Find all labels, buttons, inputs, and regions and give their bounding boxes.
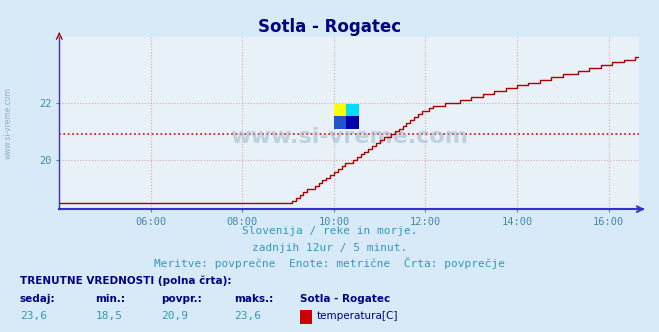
Text: TRENUTNE VREDNOSTI (polna črta):: TRENUTNE VREDNOSTI (polna črta): — [20, 275, 231, 286]
Text: www.si-vreme.com: www.si-vreme.com — [230, 126, 469, 147]
Text: min.:: min.: — [96, 294, 126, 304]
Text: temperatura[C]: temperatura[C] — [316, 311, 398, 321]
Text: sedaj:: sedaj: — [20, 294, 55, 304]
Text: maks.:: maks.: — [234, 294, 273, 304]
Text: www.si-vreme.com: www.si-vreme.com — [3, 87, 13, 159]
Text: Sotla - Rogatec: Sotla - Rogatec — [300, 294, 390, 304]
Text: povpr.:: povpr.: — [161, 294, 202, 304]
Bar — [334, 116, 347, 128]
Text: 18,5: 18,5 — [96, 311, 123, 321]
Text: Sotla - Rogatec: Sotla - Rogatec — [258, 18, 401, 36]
Text: 20,9: 20,9 — [161, 311, 188, 321]
Text: zadnjih 12ur / 5 minut.: zadnjih 12ur / 5 minut. — [252, 243, 407, 253]
Text: 23,6: 23,6 — [20, 311, 47, 321]
Bar — [334, 104, 347, 116]
Text: Slovenija / reke in morje.: Slovenija / reke in morje. — [242, 226, 417, 236]
Bar — [347, 116, 359, 128]
Text: 23,6: 23,6 — [234, 311, 261, 321]
Bar — [347, 104, 359, 116]
Text: Meritve: povprečne  Enote: metrične  Črta: povprečje: Meritve: povprečne Enote: metrične Črta:… — [154, 257, 505, 269]
